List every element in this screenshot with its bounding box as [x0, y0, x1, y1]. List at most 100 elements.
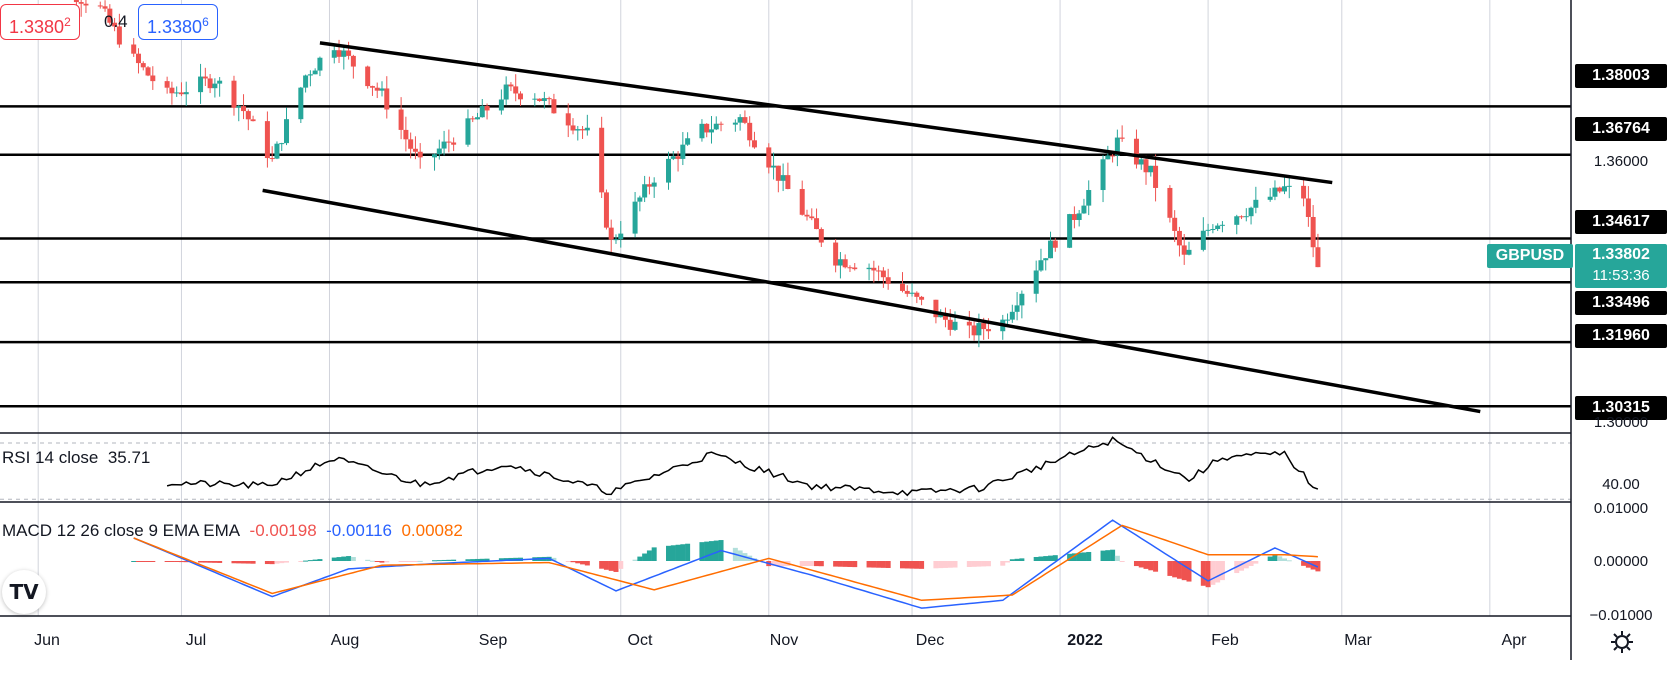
macd-hist-bar-170: [1267, 556, 1273, 561]
candle-body-77: [541, 98, 547, 101]
candle-body-167: [1143, 159, 1149, 173]
macd-hist-bar-102: [809, 561, 815, 566]
candle-body-121: [837, 259, 843, 266]
candle-body-111: [771, 165, 777, 168]
macd-hist-bar-136: [1038, 556, 1044, 561]
candle-body-47: [341, 50, 347, 57]
macd-hist-bar-160: [1200, 561, 1206, 586]
macd-hist-bar-28: [312, 559, 318, 561]
candle-body-53: [379, 88, 385, 91]
macd-hist-bar-173: [1281, 558, 1287, 561]
candle-body-139: [952, 321, 958, 330]
candle-body-186: [1272, 187, 1278, 197]
buy-price-box[interactable]: 1.33806: [138, 4, 218, 40]
sell-price-box[interactable]: 1.33802: [0, 4, 80, 40]
candle-body-85: [599, 127, 605, 193]
macd-legend[interactable]: MACD 12 26 close 9 EMA EMA -0.00198 -0.0…: [2, 521, 463, 541]
macd-hist-bar-128: [981, 561, 987, 567]
candle-body-32: [241, 106, 247, 112]
candle-body-129: [885, 277, 891, 284]
macd-hist-bar-70: [599, 561, 605, 569]
macd-hist-bar-119: [919, 561, 925, 569]
candle-body-8: [78, 2, 84, 4]
macd-hist-bar-43: [412, 561, 418, 562]
candle-body-82: [575, 129, 581, 131]
rsi-line: [166, 436, 1319, 497]
macd-hist-bar-40: [398, 561, 404, 562]
macd-hist-bar-100: [799, 561, 805, 567]
macd-hist-bar-148: [1114, 555, 1120, 561]
macd-hist-bar-35: [365, 559, 371, 561]
macd-hist-bar-144: [1086, 551, 1092, 561]
candle-body-11: [102, 6, 108, 9]
tradingview-logo[interactable]: TV: [2, 570, 46, 614]
macd-hist-bar-25: [298, 561, 304, 562]
macd-hist-bar-120: [933, 561, 939, 569]
candle-body-50: [365, 66, 371, 87]
candle-body-193: [1315, 247, 1321, 268]
candle-body-45: [331, 50, 337, 58]
macd-hist-bar-114: [885, 561, 891, 568]
macd-hist-bar-69: [584, 561, 590, 566]
candle-body-43: [312, 70, 318, 75]
candle-body-92: [642, 184, 648, 198]
macd-hist-bar-9: [183, 561, 189, 563]
macd-hist-bar-129: [985, 561, 991, 567]
macd-hist-bar-131: [1005, 561, 1011, 563]
macd-hist-bar-104: [818, 561, 824, 567]
macd-hist-bar-2: [140, 561, 146, 562]
macd-hist-bar-55: [498, 558, 504, 561]
candle-body-57: [408, 139, 414, 149]
macd-hist-bar-134: [1019, 558, 1025, 561]
macd-hist-bar-41: [403, 561, 409, 562]
x-tick-apr: Apr: [1501, 632, 1527, 649]
candle-body-119: [818, 229, 824, 243]
sell-price-sup: 2: [64, 15, 71, 29]
macd-hist-bar-143: [1081, 552, 1087, 561]
macd-hist-bar-10: [198, 561, 204, 563]
rsi-value: 35.71: [107, 448, 151, 467]
macd-hist-bar-44: [417, 560, 423, 562]
macd-hist-bar-11: [202, 561, 208, 563]
candle-body-70: [498, 99, 504, 111]
candle-body-128: [880, 270, 886, 278]
macd-hist-bar-33: [346, 556, 352, 561]
macd-hist-bar-68: [580, 561, 586, 565]
settings-gear-icon[interactable]: [1608, 628, 1636, 656]
macd-hist-bar-71: [603, 561, 609, 570]
candle-body-120: [833, 242, 839, 266]
macd-hist-bar-159: [1186, 561, 1192, 582]
candle-body-178: [1215, 225, 1221, 230]
candle-body-114: [785, 175, 791, 189]
macd-hist-bar-13: [212, 561, 218, 563]
candle-body-136: [938, 313, 944, 318]
candle-body-15: [131, 44, 137, 54]
macd-hist-bar-45: [432, 560, 438, 562]
macd-hist-bar-53: [479, 558, 485, 561]
candle-body-58: [412, 148, 418, 152]
macd-hist-bar-153: [1148, 561, 1154, 571]
candle-body-144: [985, 329, 991, 332]
macd-hist-bar-48: [446, 559, 452, 561]
rsi-legend[interactable]: RSI 14 close 35.71: [2, 448, 150, 468]
candle-body-182: [1243, 216, 1249, 218]
candle-body-179: [1219, 224, 1225, 226]
candle-body-98: [680, 144, 686, 159]
macd-hist-bar-23: [279, 561, 285, 564]
symbol-badge[interactable]: GBPUSD: [1487, 244, 1573, 268]
macd-hist-bar-77: [642, 553, 648, 561]
x-tick-2022: 2022: [1067, 632, 1103, 649]
candle-body-157: [1076, 213, 1082, 220]
macd-hist-bar-169: [1253, 561, 1259, 564]
candle-body-171: [1172, 217, 1178, 231]
macd-hist-bar-97: [775, 561, 781, 567]
macd-hist-value: -0.00198: [249, 521, 317, 540]
macd-hist-bar-26: [303, 560, 309, 562]
trendlines: [262, 41, 1481, 414]
candle-body-42: [307, 74, 313, 76]
candle-body-26: [202, 76, 208, 79]
macd-hist-bar-64: [551, 557, 557, 561]
candle-body-150: [1033, 270, 1039, 294]
x-tick-jun: Jun: [34, 632, 60, 649]
